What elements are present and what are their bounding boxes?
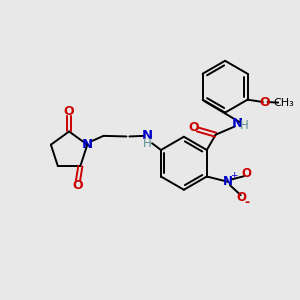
Text: O: O: [73, 179, 83, 192]
Text: O: O: [236, 191, 246, 205]
Text: N: N: [142, 129, 153, 142]
Text: N: N: [82, 138, 93, 151]
Text: CH₃: CH₃: [273, 98, 294, 108]
Text: O: O: [260, 95, 270, 109]
Text: H: H: [240, 119, 249, 132]
Text: O: O: [188, 121, 199, 134]
Text: O: O: [242, 167, 252, 180]
Text: N: N: [232, 117, 243, 130]
Text: H: H: [143, 137, 152, 150]
Text: N: N: [223, 175, 233, 188]
Text: +: +: [230, 171, 238, 180]
Text: O: O: [64, 105, 74, 118]
Text: -: -: [244, 196, 250, 208]
